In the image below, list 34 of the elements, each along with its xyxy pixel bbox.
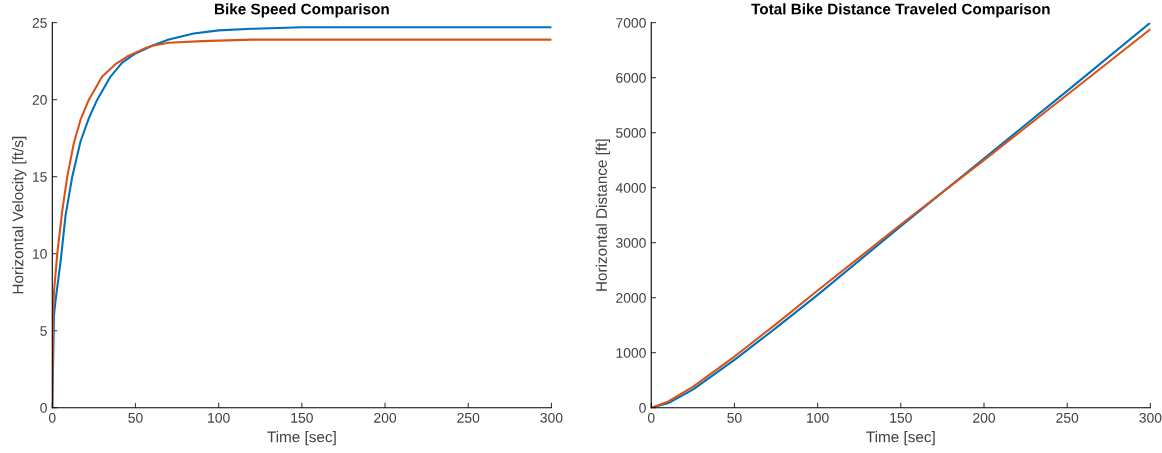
y-tick-label: 10 (33, 249, 47, 259)
x-tick-label: 250 (457, 412, 480, 423)
x-tick-label: 200 (374, 412, 397, 423)
y-tick-label: 1000 (616, 348, 646, 358)
chart-title: Total Bike Distance Traveled Comparison (751, 3, 1050, 18)
x-tick-label: 50 (128, 412, 143, 423)
y-tick-label: 25 (32, 17, 47, 28)
x-tick-label: 50 (727, 412, 742, 423)
x-tick-label: 150 (291, 412, 313, 423)
y-tick-label: 0 (40, 403, 47, 413)
y-tick-label: 0 (639, 403, 646, 413)
y-axis-title: Horizontal Distance [ft] (595, 139, 610, 291)
y-tick-label: 3000 (616, 238, 646, 248)
y-tick-label: 20 (32, 94, 47, 105)
x-tick-label: 200 (973, 412, 996, 423)
chart-title: Bike Speed Comparison (215, 3, 389, 18)
y-axis-title: Horizontal Velocity [ft/s] (12, 136, 27, 294)
x-tick-label: 250 (1056, 412, 1079, 423)
x-tick-label: 300 (540, 412, 563, 423)
x-axis-title: Time [sec] (267, 431, 336, 446)
y-tick-label: 4000 (615, 183, 646, 193)
y-tick-label: 5000 (616, 128, 646, 138)
x-tick-label: 300 (1139, 412, 1162, 423)
y-tick-label: 5 (40, 326, 47, 336)
x-tick-label: 150 (890, 412, 912, 423)
x-tick-label: 0 (647, 412, 655, 423)
x-tick-label: 100 (208, 412, 230, 423)
x-tick-label: 0 (48, 412, 56, 423)
x-axis-title: Time [sec] (866, 431, 935, 446)
y-tick-label: 2000 (616, 293, 646, 303)
y-tick-label: 15 (33, 172, 47, 182)
y-tick-label: 6000 (616, 72, 646, 83)
x-tick-label: 100 (807, 412, 829, 423)
y-tick-label: 7000 (616, 17, 646, 28)
